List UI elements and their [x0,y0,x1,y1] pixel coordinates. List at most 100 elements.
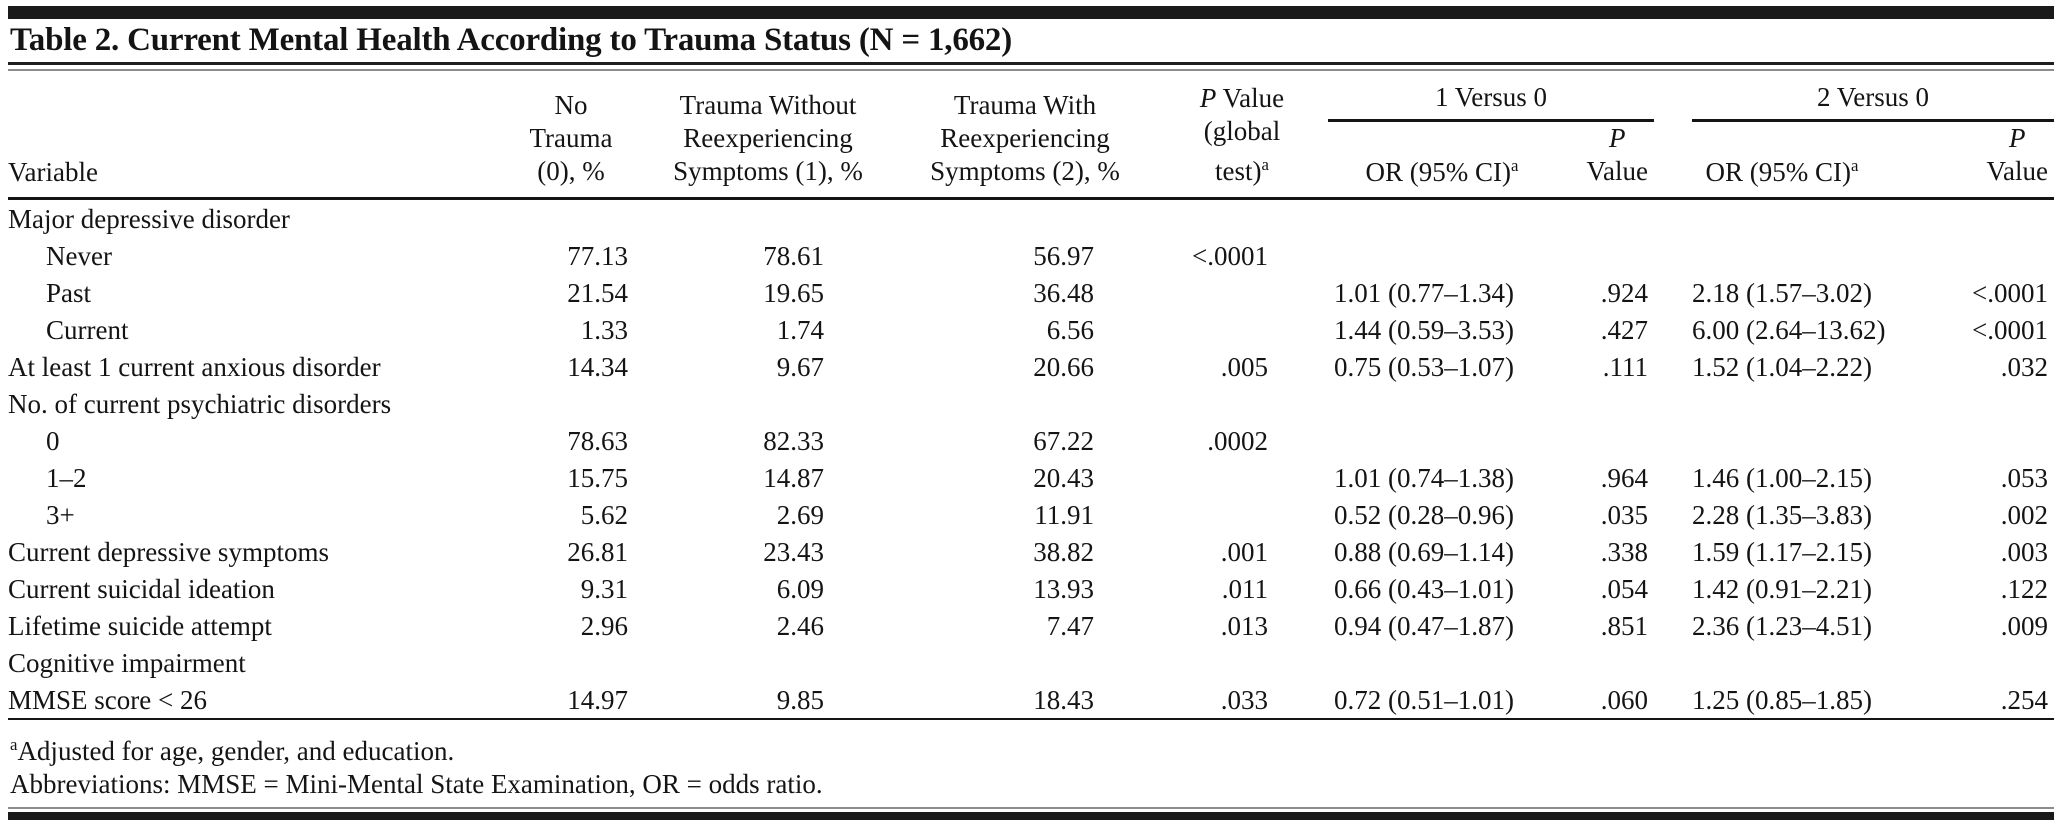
cell: 0.72 (0.51–1.01) [1328,681,1556,720]
cell: 14.97 [500,681,642,720]
cell [1910,385,2054,422]
cell: 20.66 [1033,351,1094,382]
column-header-p-2: P Value [1910,122,2054,199]
cell [1156,459,1328,496]
cell: 78.63 [567,425,628,456]
cell: .964 [1600,462,1649,493]
cell [894,385,1156,422]
column-header-or-2: OR (95% CI)a [1654,122,1910,199]
header-line: Trauma With [953,90,1097,120]
column-header-variable: Variable [8,157,98,187]
column-header-trauma-with: Trauma With Reexperiencing Symptoms (2), % [894,73,1156,199]
footnote-adjusted: aAdjusted for age, gender, and education… [10,728,2052,768]
cell [500,644,642,681]
cell [1910,422,2054,459]
header-line: P [1987,122,2048,155]
cell: 2.28 (1.35–3.83) [1692,499,1872,530]
cell [1328,422,1556,459]
cell: .009 [2000,610,2049,641]
column-header-or-1: OR (95% CI)a [1328,122,1556,199]
row-label: MMSE score < 26 [8,681,500,720]
cell: 38.82 [1033,536,1094,567]
row-label: 3+ [46,499,75,530]
cell: 1.46 (1.00–2.15) [1692,462,1872,493]
cell [1910,644,2054,681]
group-underline: 1 Versus 0 [1328,81,1655,122]
cell: 2.36 (1.23–4.51) [1692,610,1872,641]
row-label: At least 1 current anxious disorder [8,351,381,382]
cell: 6.00 (2.64–13.62) [1692,314,1886,345]
row-label: Current suicidal ideation [8,573,275,604]
footnote-abbreviations: Abbreviations: MMSE = Mini-Mental State … [10,769,823,799]
cell: .002 [2000,499,2049,530]
cell [1910,197,2055,237]
header-row-subcolumns: OR (95% CI)a P Value OR (95% CI)a P Value [8,122,2054,199]
header-line: Value [1986,156,2049,186]
header-text: OR (95% CI) [1365,157,1512,187]
footnotes: aAdjusted for age, gender, and education… [8,720,2054,801]
cell: 67.22 [1033,425,1094,456]
header-line: Symptoms (2), % [930,156,1120,186]
cell: .0002 [1207,425,1268,456]
top-rule-bar [8,6,2054,19]
column-group-2-versus-0: 2 Versus 0 [1654,73,2055,122]
title-rule-gray [8,69,2054,71]
table-body: Major depressive disorder Never 77.13 78.6… [8,197,2055,720]
cell [500,385,642,422]
cell [1328,237,1556,274]
header-line: (0), % [537,156,605,186]
table-row: Current depressive symptoms 26.81 23.43 38.… [8,533,2054,570]
row-label: 0 [46,425,60,456]
row-label: Past [46,277,92,308]
header-line: Reexperiencing [940,123,1110,153]
cell [1556,644,1654,681]
cell [1156,274,1328,311]
header-line: Trauma [529,123,613,153]
group-label: 2 Versus 0 [1817,82,1930,112]
table-row: Past 21.54 19.65 36.48 1.01 (0.77–1.34) .924 2… [8,274,2054,311]
header-line: test)a [1156,148,1328,188]
italic-p: P [2009,123,2026,153]
cell: 0.75 (0.53–1.07) [1334,351,1514,382]
table-row: No. of current psychiatric disorders [8,385,2054,422]
cell: 1.74 [776,314,824,345]
header-line: Reexperiencing [683,123,853,153]
cell: .013 [1220,610,1268,641]
cell: 11.91 [1034,499,1094,530]
cell: 0.52 (0.28–0.96) [1334,499,1514,530]
header-text: OR (95% CI) [1705,157,1852,187]
cell: .035 [1600,499,1649,530]
cell: .001 [1220,536,1268,567]
cell: 1.42 (0.91–2.21) [1692,573,1872,604]
row-label: Major depressive disorder [8,197,500,237]
table-row: Major depressive disorder [8,197,2055,237]
cell [1156,385,1328,422]
header-line: Value [1586,156,1649,186]
cell: 1.25 (0.85–1.85) [1654,681,1911,720]
cell: 14.34 [567,351,628,382]
cell [500,197,642,237]
cell: 6.09 [776,573,824,604]
table-title: Table 2. Current Mental Health According… [10,22,1013,58]
cell: <.0001 [1972,314,2049,345]
footnote-marker: a [1261,155,1269,174]
cell [1654,385,1910,422]
footnote-marker: a [1511,156,1519,175]
cell: 15.75 [567,462,628,493]
table-row: Current 1.33 1.74 6.56 1.44 (0.59–3.53) .427 6… [8,311,2054,348]
header-line: (global [1203,116,1281,146]
cell [894,197,1156,237]
cell: <.0001 [1192,240,1268,271]
cell: 9.85 [642,681,894,720]
cell: 20.43 [1033,462,1094,493]
header-row-groups: Variable No Trauma (0), % Trauma Without Re… [8,73,2055,187]
cell: 18.43 [894,681,1156,720]
data-table: Variable No Trauma (0), % Trauma Without Re… [8,73,2055,720]
cell: 13.93 [1033,573,1094,604]
cell [642,644,894,681]
table-row: Never 77.13 78.61 56.97 <.0001 [8,237,2054,274]
cell [1156,644,1328,681]
footnote-marker: a [1851,156,1859,175]
cell: .924 [1600,277,1649,308]
cell [1910,237,2054,274]
